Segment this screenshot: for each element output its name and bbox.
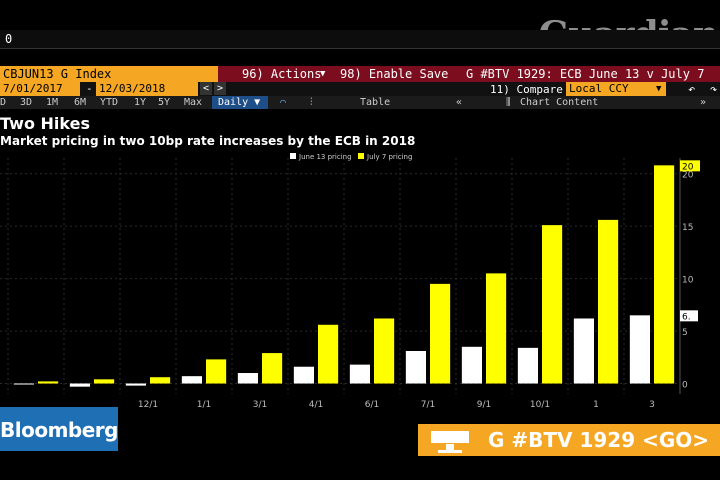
bar-june13 bbox=[629, 315, 650, 384]
bar-july7 bbox=[654, 165, 675, 384]
chart-subtitle: Market pricing in two 10bp rate increase… bbox=[0, 134, 416, 148]
expand-icon[interactable]: » bbox=[700, 97, 707, 108]
enable-save-button[interactable]: 98) Enable Save bbox=[340, 67, 449, 81]
bar-june13 bbox=[349, 364, 370, 384]
frequency-dropdown[interactable]: Daily ▼ bbox=[212, 96, 268, 109]
x-tick-label: 6/1 bbox=[365, 400, 379, 410]
bar-june13 bbox=[461, 346, 482, 384]
bar-july7 bbox=[486, 273, 507, 384]
chart-title: Two Hikes bbox=[0, 114, 90, 133]
x-tick-label: 1 bbox=[593, 400, 599, 410]
line-chart-icon[interactable]: ⌒ bbox=[280, 97, 287, 108]
x-tick-label: 4/1 bbox=[309, 400, 323, 410]
y-tick-label: 0 bbox=[682, 381, 688, 391]
bar-july7 bbox=[598, 219, 619, 384]
chevron-down-icon: ▼ bbox=[656, 84, 662, 94]
bar-june13 bbox=[237, 373, 258, 384]
bar-july7 bbox=[318, 324, 339, 384]
last-value-label-july7: 20 bbox=[682, 162, 694, 172]
chart-label: G #BTV 1929: ECB June 13 v July 7 bbox=[466, 67, 705, 81]
bar-july7 bbox=[262, 353, 283, 384]
bar-june13 bbox=[293, 366, 314, 384]
y-tick-label: 5 bbox=[682, 328, 688, 338]
period-1m-button[interactable]: 1M bbox=[46, 97, 59, 108]
bar-july7 bbox=[150, 377, 171, 384]
actions-menu-button[interactable]: 96) Actions bbox=[242, 67, 322, 81]
chart-icon: ⫼ bbox=[506, 97, 511, 108]
start-date-field[interactable]: 7/01/2017 bbox=[0, 82, 80, 96]
compare-button[interactable]: 11) Compare bbox=[490, 83, 563, 96]
period-max-button[interactable]: Max bbox=[184, 97, 203, 108]
x-tick-label: 3/1 bbox=[253, 400, 267, 410]
x-tick-label: 3 bbox=[649, 400, 655, 410]
command-input-value[interactable]: 0 bbox=[5, 32, 13, 46]
bar-july7 bbox=[374, 318, 395, 384]
bar-june13 bbox=[405, 350, 426, 384]
frequency-label: Daily bbox=[218, 97, 249, 108]
period-1y-button[interactable]: 1Y bbox=[134, 97, 147, 108]
last-value-label-june13: 6. bbox=[682, 312, 691, 322]
bar-june13 bbox=[181, 376, 202, 384]
bar-july7 bbox=[542, 225, 563, 384]
last-value-badge-july7 bbox=[680, 160, 700, 172]
keyboard-icon bbox=[431, 431, 469, 453]
candlestick-icon[interactable]: ⫶ bbox=[310, 97, 313, 108]
end-date-field[interactable]: 12/03/2018 bbox=[96, 82, 198, 96]
legend-swatch bbox=[290, 153, 296, 159]
period-6m-button[interactable]: 6M bbox=[74, 97, 87, 108]
bar-june13 bbox=[573, 318, 594, 384]
redo-icon[interactable]: ↷ bbox=[710, 82, 718, 96]
collapse-icon[interactable]: « bbox=[456, 97, 463, 108]
bar-july7 bbox=[94, 379, 115, 384]
bar-july7 bbox=[430, 283, 451, 384]
period-ytd-button[interactable]: YTD bbox=[100, 97, 119, 108]
bar-july7 bbox=[38, 381, 59, 384]
chevron-down-icon: ▼ bbox=[320, 69, 326, 79]
legend-swatch bbox=[358, 153, 364, 159]
network-logo-text: Bloomberg bbox=[0, 418, 118, 442]
go-command-text: G #BTV 1929 <GO> bbox=[488, 428, 710, 452]
bar-july7 bbox=[206, 359, 227, 384]
bar-june13 bbox=[517, 347, 538, 384]
security-ticker-field[interactable]: CBJUN13 G Index bbox=[0, 66, 218, 82]
undo-icon[interactable]: ↶ bbox=[688, 82, 696, 96]
period-bar bbox=[0, 96, 720, 109]
bar-june13 bbox=[125, 383, 146, 386]
y-tick-label: 10 bbox=[682, 276, 694, 286]
legend-label: June 13 pricing bbox=[298, 153, 352, 161]
command-line[interactable]: 0 bbox=[0, 30, 720, 49]
last-value-badge-june13 bbox=[680, 310, 698, 322]
x-tick-label: 7/1 bbox=[421, 400, 435, 410]
table-button[interactable]: Table bbox=[360, 97, 391, 108]
currency-select[interactable]: Local CCY bbox=[566, 82, 666, 96]
date-separator: - bbox=[86, 82, 93, 95]
legend-label: July 7 pricing bbox=[366, 153, 412, 161]
x-tick-label: 9/1 bbox=[477, 400, 491, 410]
period-3d-button[interactable]: 3D bbox=[20, 97, 33, 108]
chart-content-button[interactable]: Chart Content bbox=[520, 97, 599, 108]
period-5y-button[interactable]: 5Y bbox=[158, 97, 171, 108]
y-tick-label: 15 bbox=[682, 223, 693, 233]
previous-icon[interactable]: < bbox=[200, 82, 212, 95]
network-logo-box bbox=[0, 407, 118, 451]
y-tick-label: 20 bbox=[682, 171, 694, 181]
next-icon[interactable]: > bbox=[214, 82, 226, 95]
period-d-button[interactable]: D bbox=[0, 97, 7, 108]
x-tick-label: 10/1 bbox=[530, 400, 550, 410]
bar-june13 bbox=[13, 383, 34, 385]
x-tick-label: 12/1 bbox=[138, 400, 158, 410]
x-tick-label: 1/1 bbox=[197, 400, 211, 410]
bar-june13 bbox=[69, 383, 90, 387]
